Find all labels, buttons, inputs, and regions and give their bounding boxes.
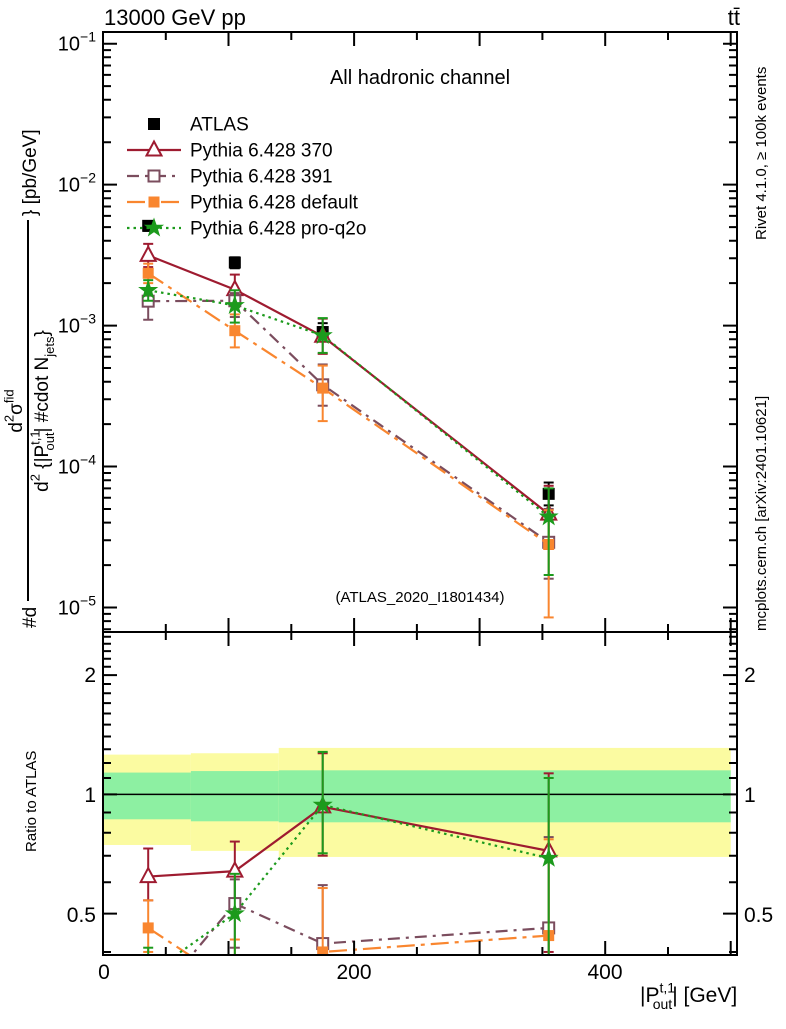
y-ticks-main <box>103 42 737 631</box>
legend-item-pythia-6-428-370: Pythia 6.428 370 <box>127 139 333 162</box>
data-point-star <box>538 847 559 867</box>
data-point-square <box>229 980 240 991</box>
data-point-square <box>142 922 154 934</box>
axis-text-layer: 10−1 10−2 10−3 10−4 10−5 |Pt,1 out| [GeV] #d d2σ… <box>1 29 737 1012</box>
x-axis-title: |Pt,1 out| [GeV] <box>640 980 737 1012</box>
chart-layer <box>102 31 738 1013</box>
band-green <box>103 772 191 820</box>
data-point-star <box>224 294 245 314</box>
data-point-star <box>312 324 333 345</box>
series-line <box>148 299 550 544</box>
y-axis-title-prefix: #d <box>20 607 41 628</box>
series-line <box>148 805 549 878</box>
series-ratio-pythia-6-428-391 <box>143 836 556 1013</box>
series-ratio-pythia-6-428-default <box>142 838 555 991</box>
mcplots-arxiv-note: mcplots.cern.ch [arXiv:2401.10621] <box>753 396 770 631</box>
data-point-open-triangle <box>144 139 164 157</box>
ratio-series-layer <box>139 750 559 1013</box>
series-main-pythia-6-428-391 <box>141 288 556 580</box>
data-point-square <box>148 196 160 208</box>
legend-item-atlas: ATLAS <box>148 115 249 136</box>
series-line <box>147 927 549 955</box>
data-point-open-square <box>147 169 161 183</box>
legend-item-pythia-6-428-pro-q2o: Pythia 6.428 pro-q2o <box>127 217 366 240</box>
series-main-pythia-6-428-pro-q2o <box>138 279 559 577</box>
ratio-tick-right-05: 0.5 <box>744 904 773 927</box>
legend-label: Pythia 6.428 391 <box>190 167 333 188</box>
y-ticks-ratio <box>103 635 737 953</box>
legend-label: Pythia 6.428 pro-q2o <box>190 219 366 240</box>
data-point-square <box>228 256 241 269</box>
y-tick-label-1e-3: 10−3 <box>58 311 96 338</box>
legend-item-pythia-6-428-default: Pythia 6.428 default <box>127 193 359 214</box>
process-label: tt̄ <box>728 5 740 30</box>
y-tick-label-1e-2: 10−2 <box>58 170 96 197</box>
series-line <box>174 803 549 955</box>
data-point-square <box>317 946 329 955</box>
panel-title: All hadronic channel <box>330 67 510 89</box>
data-point-square <box>229 325 241 337</box>
x-tick-label-400: 400 <box>587 961 622 984</box>
data-point-open-triangle <box>139 244 158 262</box>
data-point-square <box>148 118 160 130</box>
ratio-tick-left-1: 1 <box>84 784 96 807</box>
data-point-star <box>143 217 165 237</box>
data-point-open-square <box>143 1002 154 1013</box>
ratio-tick-right-1: 1 <box>744 784 756 807</box>
legend-layer: ATLAS Pythia 6.428 370 Pythia 6.428 391 Pyt… <box>127 115 366 240</box>
series-line <box>147 272 550 546</box>
beam-energy-label: 13000 GeV pp <box>104 5 246 30</box>
x-ticks <box>164 32 732 955</box>
series-ratio-pythia-6-428-pro-q2o <box>140 750 559 982</box>
data-point-star <box>312 794 333 814</box>
data-point-open-triangle <box>139 865 158 884</box>
data-point-star <box>538 506 559 526</box>
series-line <box>190 902 549 955</box>
ratio-tick-right-2: 2 <box>744 664 756 687</box>
y-tick-label-1e-5: 10−5 <box>58 592 96 619</box>
y-axis-title-denominator: d2 {|Pt,1out| #cdot Njets} <box>27 330 57 492</box>
ratio-tick-left-2: 2 <box>84 664 96 687</box>
analysis-watermark: (ATLAS_2020_I1801434) <box>335 589 504 606</box>
data-point-star <box>224 903 245 923</box>
data-point-square <box>317 382 329 394</box>
series-main-pythia-6-428-default <box>142 262 555 619</box>
rivet-version-note: Rivet 4.1.0, ≥ 100k events <box>753 67 770 240</box>
data-point-star <box>140 966 157 982</box>
data-point-square <box>142 267 154 279</box>
y-tick-label-1e-1: 10−1 <box>58 29 96 56</box>
ratio-tick-left-05: 0.5 <box>67 904 96 927</box>
band-green <box>278 770 731 823</box>
ratio-axis-title: Ratio to ATLAS <box>23 751 40 852</box>
x-tick-label-200: 200 <box>336 961 371 984</box>
y-tick-label-1e-4: 10−4 <box>58 452 96 479</box>
legend-label: ATLAS <box>190 115 249 136</box>
series-line <box>147 254 550 515</box>
legend-item-pythia-6-428-391: Pythia 6.428 391 <box>127 167 333 188</box>
series-line <box>148 289 550 518</box>
legend-label: Pythia 6.428 370 <box>190 141 333 162</box>
y-axis-title-suffix: } [pb/GeV] <box>20 129 41 216</box>
series-main-atlas <box>142 219 555 507</box>
data-point-star <box>138 279 159 299</box>
main-series-layer <box>138 219 559 619</box>
uncertainty-bands <box>103 747 731 857</box>
band-green <box>190 771 279 822</box>
x-tick-label-0: 0 <box>98 961 110 984</box>
y-axis-title-numerator: d2σfid <box>1 389 27 432</box>
legend-label: Pythia 6.428 default <box>190 193 359 214</box>
